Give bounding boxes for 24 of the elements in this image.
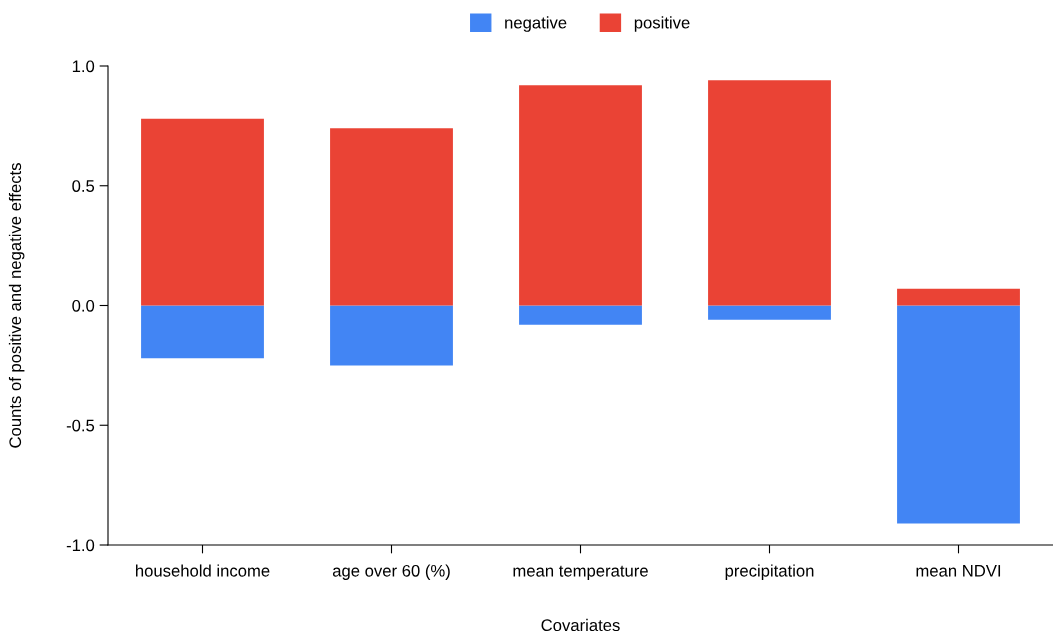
- legend-label: positive: [634, 16, 690, 32]
- bar: [330, 305, 453, 366]
- x-tick-label: precipitation: [725, 564, 814, 580]
- bar: [897, 288, 1020, 306]
- bar: [519, 85, 642, 306]
- bar: [141, 305, 264, 359]
- x-axis-title: Covariates: [541, 618, 620, 632]
- legend-label: negative: [505, 16, 567, 32]
- x-tick-label: age over 60 (%): [332, 564, 450, 580]
- x-tick-label: mean NDVI: [916, 565, 1001, 577]
- y-tick-label: -0.5: [66, 419, 95, 432]
- y-axis-title: Counts of positive and negative effects: [8, 163, 25, 448]
- bar: [708, 80, 831, 306]
- bar: [519, 305, 642, 325]
- x-tick-label: household income: [136, 564, 270, 577]
- y-tick-label: 0.5: [72, 180, 95, 192]
- bar: [708, 305, 831, 320]
- bar: [330, 128, 453, 306]
- bar: [141, 118, 264, 306]
- y-tick-label: 1.0: [72, 60, 95, 73]
- bar: [897, 305, 1020, 524]
- y-tick-label: 0.0: [72, 299, 95, 312]
- y-tick-label: -1.0: [66, 539, 95, 552]
- x-tick-label: mean temperature: [513, 565, 648, 580]
